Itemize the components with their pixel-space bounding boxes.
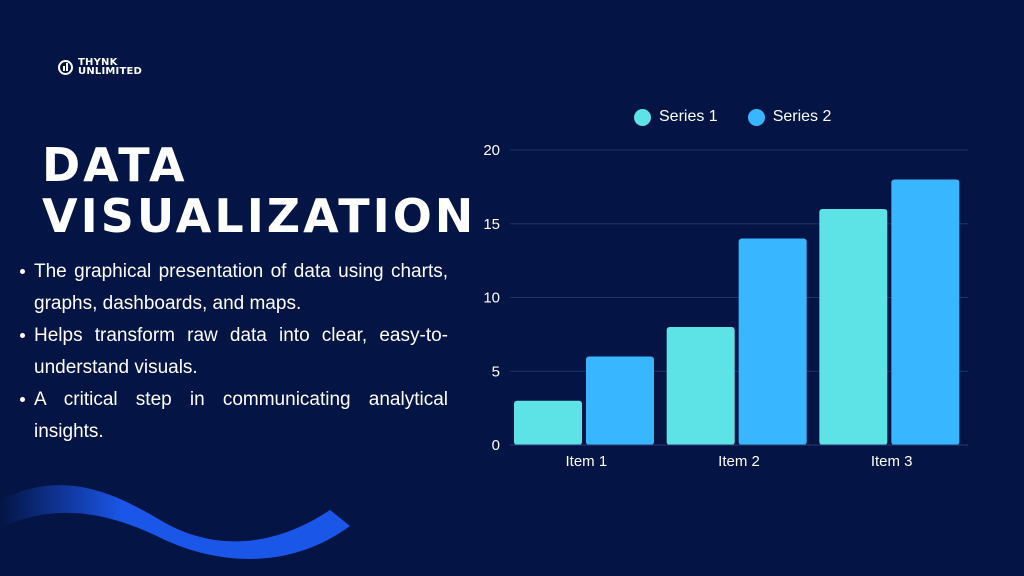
chart-legend: Series 1 Series 2 [634, 108, 831, 126]
legend-item-series-1: Series 1 [634, 108, 718, 126]
legend-label-series-2: Series 2 [772, 108, 832, 125]
wave-shape [0, 485, 350, 559]
bullet-item: Helps transform raw data into clear, eas… [18, 320, 448, 384]
y-tick-label: 5 [492, 363, 500, 380]
x-tick-label: Item 3 [871, 453, 913, 470]
y-tick-label: 10 [483, 290, 500, 307]
bar-series-2 [586, 356, 654, 445]
title-line2: VISUALIZATION [42, 189, 477, 243]
legend-item-series-2: Series 2 [747, 108, 832, 126]
bar-series-1 [514, 400, 582, 445]
brand-logo: THYNK UNLIMITED [58, 57, 143, 77]
bullet-list: The graphical presentation of data using… [18, 256, 448, 448]
page-title: DATA VISUALIZATION [42, 140, 476, 242]
x-tick-label: Item 1 [565, 453, 607, 470]
y-tick-label: 20 [483, 142, 500, 159]
legend-swatch-series-2 [747, 108, 765, 126]
logo-chart-icon [58, 59, 73, 75]
brand-name-line2: UNLIMITED [78, 66, 143, 77]
bar-series-2 [891, 179, 960, 445]
bullet-item: A critical step in communicating analyti… [18, 384, 448, 448]
title-line1: DATA [42, 138, 188, 192]
brand-name-line1: THYNK [78, 57, 118, 68]
decorative-wave [0, 485, 350, 559]
bullet-item: The graphical presentation of data using… [18, 256, 448, 320]
x-tick-label: Item 2 [718, 453, 760, 470]
y-tick-label: 15 [483, 216, 500, 233]
legend-label-series-1: Series 1 [659, 108, 718, 125]
bar-series-1 [666, 327, 735, 445]
y-tick-label: 0 [492, 437, 500, 454]
bar-series-2 [738, 238, 807, 445]
bar-series-1 [819, 209, 888, 445]
legend-swatch-series-1 [634, 108, 651, 126]
brand-name: THYNK UNLIMITED [78, 57, 143, 77]
